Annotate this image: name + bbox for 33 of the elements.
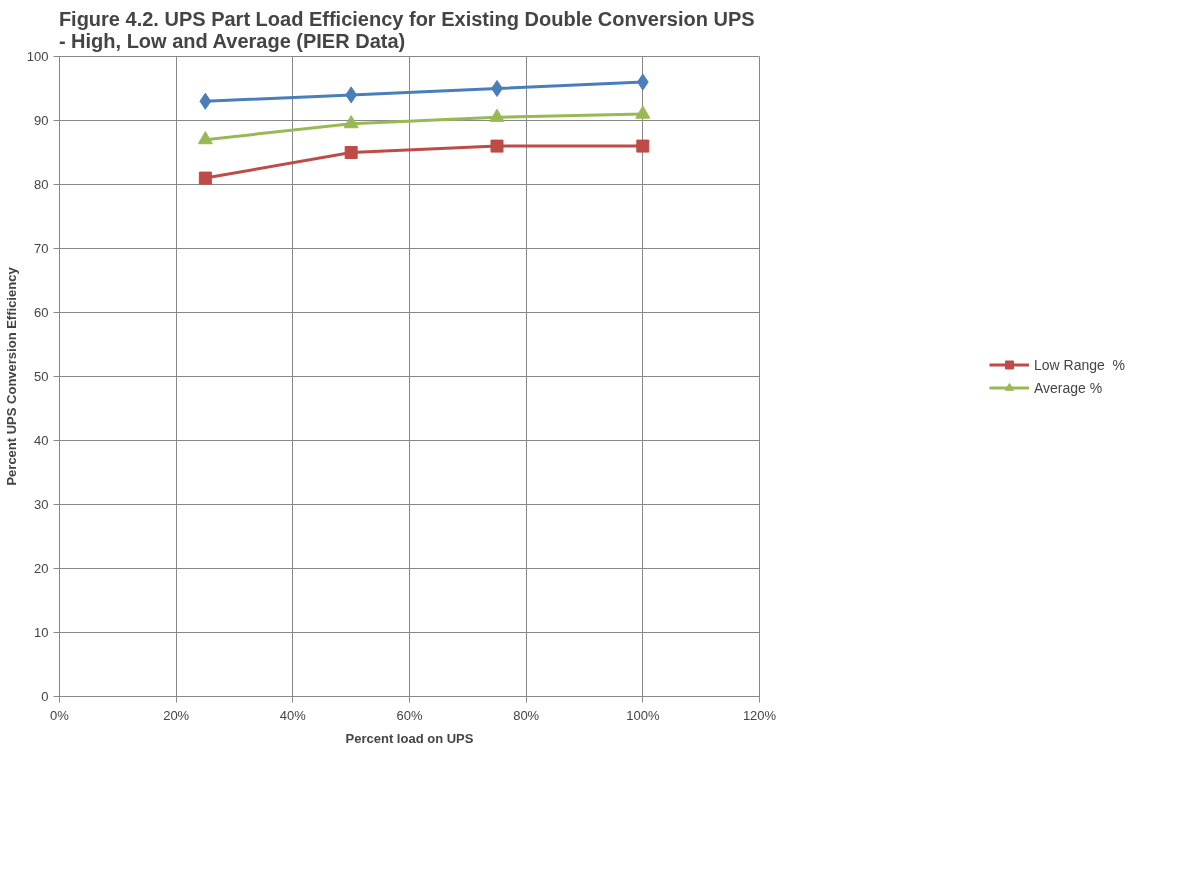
chart-title: Figure 4.2. UPS Part Load Efficiency for Existing Double Conversion UPS - High, Low and Average (PIER Data) <box>58 7 755 52</box>
y-tick-label: 40 <box>34 433 49 448</box>
point <box>490 139 504 153</box>
point <box>636 139 650 153</box>
x-tick-label: 60% <box>396 707 423 723</box>
point <box>343 115 359 129</box>
y-tick-label: 20 <box>34 561 49 576</box>
legend-label: Low Range % <box>1033 356 1126 373</box>
point <box>197 131 213 145</box>
y-tick-label: 50 <box>34 369 49 384</box>
point <box>198 171 212 185</box>
legend-label: Average % <box>1033 379 1103 396</box>
x-axis-title: Percent load on UPS <box>345 730 474 746</box>
x-tick-label: 20% <box>163 707 190 723</box>
y-tick-label: 60 <box>34 305 49 320</box>
y-axis-title: Percent UPS Conversion Efficiency <box>3 266 19 486</box>
y-tick-label: 0 <box>41 689 49 704</box>
y-tick-label: 90 <box>34 113 49 128</box>
x-tick-label: 100% <box>626 707 660 723</box>
point <box>635 105 651 119</box>
x-tick-label: 80% <box>513 707 540 723</box>
point <box>491 80 503 97</box>
y-tick-label: 100 <box>26 49 49 64</box>
point <box>344 146 358 159</box>
y-tick-label: 30 <box>34 497 49 512</box>
point <box>489 108 505 122</box>
point <box>199 92 212 110</box>
y-tick-label: 10 <box>34 625 49 640</box>
y-tick-label: 80 <box>34 177 49 192</box>
x-tick-label: 40% <box>279 707 307 723</box>
x-tick-label: 120% <box>742 707 777 723</box>
x-tick-label: 0% <box>50 707 70 723</box>
y-tick-label: 70 <box>34 241 49 256</box>
